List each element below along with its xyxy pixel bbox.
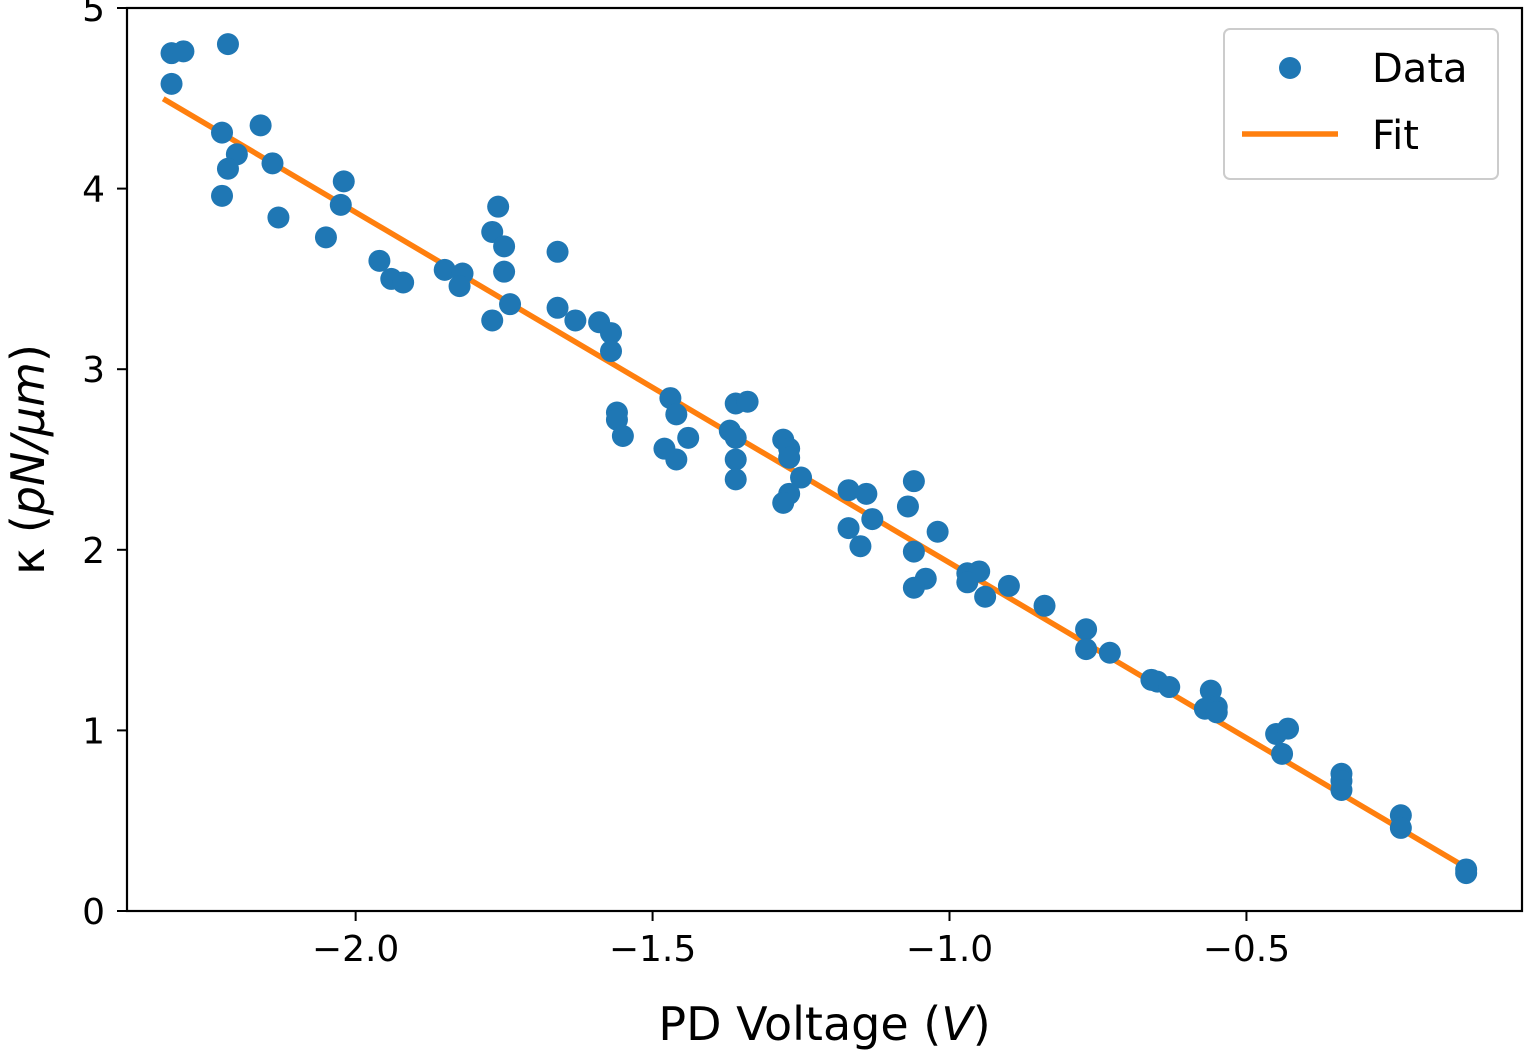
data-point	[499, 293, 522, 316]
legend-data-label: Data	[1372, 46, 1468, 92]
data-point	[861, 508, 884, 531]
fit-line-layer	[161, 96, 1470, 872]
data-point	[902, 470, 925, 493]
data-point	[261, 152, 284, 175]
data-point	[902, 576, 925, 599]
legend-fit-label: Fit	[1372, 113, 1419, 159]
y-axis-title: κ (pN/μm)	[1, 344, 55, 575]
x-axis-title: PD Voltage (V)	[658, 997, 990, 1051]
data-point	[837, 517, 860, 540]
data-point	[902, 540, 925, 563]
data-point	[1158, 676, 1181, 699]
data-point	[724, 468, 747, 491]
data-point	[332, 170, 355, 193]
y-tick-label: 2	[82, 531, 105, 572]
data-point	[392, 271, 415, 294]
x-axis-title-text: PD Voltage (	[658, 997, 941, 1051]
data-point	[724, 448, 747, 471]
data-point	[368, 249, 391, 272]
y-tick-label: 4	[82, 170, 105, 211]
y-tick-label: 5	[82, 0, 105, 30]
data-point	[896, 495, 919, 518]
data-point	[1330, 778, 1353, 801]
y-axis-title-unit: pN/μm	[1, 362, 55, 516]
data-point	[216, 157, 239, 180]
data-point	[1205, 701, 1228, 724]
x-axis-title-unit: V	[941, 997, 976, 1051]
data-point	[1098, 641, 1121, 664]
data-point	[724, 426, 747, 449]
data-point	[790, 466, 813, 489]
y-tick-label: 1	[82, 711, 105, 752]
data-point	[267, 206, 290, 229]
y-tick-label: 3	[82, 350, 105, 391]
data-point	[1455, 862, 1478, 885]
axes-frame	[125, 6, 1524, 913]
x-tick-label: −2.0	[312, 929, 399, 970]
data-point	[448, 275, 471, 298]
data-point	[1075, 638, 1098, 661]
data-point	[956, 571, 979, 594]
data-point	[974, 585, 997, 608]
data-point	[736, 390, 759, 413]
x-tick-label: −0.5	[1203, 929, 1290, 970]
data-point	[837, 479, 860, 502]
x-tick-label: −1.5	[609, 929, 696, 970]
data-point	[665, 448, 688, 471]
data-point	[160, 72, 183, 95]
y-axis-title-close: )	[1, 344, 55, 362]
data-point	[997, 574, 1020, 597]
data-point	[216, 33, 239, 56]
data-point	[677, 426, 700, 449]
data-point	[249, 114, 272, 137]
x-tick-label: −1.0	[906, 929, 993, 970]
data-point	[1075, 618, 1098, 641]
data-point	[772, 491, 795, 514]
y-axis-title-text: κ (	[1, 515, 55, 575]
data-point	[546, 296, 569, 319]
data-point	[487, 195, 510, 218]
data-point	[1033, 594, 1056, 617]
x-axis-title-close: )	[973, 997, 991, 1051]
legend-data-marker	[1279, 57, 1301, 79]
data-point	[600, 340, 623, 363]
data-point	[665, 403, 688, 426]
data-point	[172, 40, 195, 63]
y-tick-label: 0	[82, 892, 105, 933]
data-point	[314, 226, 337, 249]
data-point	[211, 121, 234, 144]
data-point	[855, 482, 878, 505]
data-point	[600, 322, 623, 345]
data-point	[546, 240, 569, 263]
data-point	[433, 258, 456, 281]
data-points-layer	[160, 33, 1478, 885]
data-point	[611, 425, 634, 448]
data-point	[849, 535, 872, 558]
data-point	[493, 235, 516, 258]
data-point	[778, 446, 801, 469]
data-point	[481, 309, 504, 332]
data-point	[1389, 816, 1412, 839]
data-point	[926, 520, 949, 543]
data-point	[1271, 742, 1294, 765]
data-point	[329, 193, 352, 216]
legend: Data Fit	[1223, 28, 1499, 180]
data-point	[493, 260, 516, 283]
data-point	[211, 184, 234, 207]
data-point	[564, 309, 587, 332]
data-point	[1277, 717, 1300, 740]
fit-line	[161, 96, 1470, 872]
